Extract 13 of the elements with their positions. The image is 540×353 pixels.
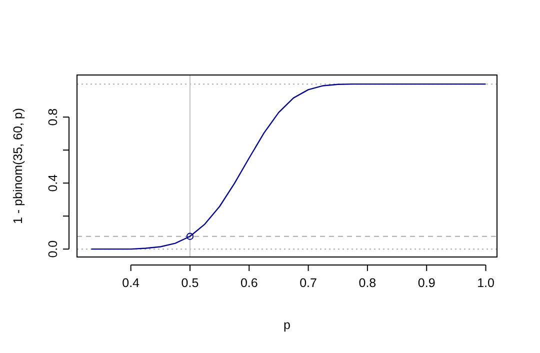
x-tick-label: 1.0 [477, 276, 494, 290]
x-tick-label: 0.8 [358, 276, 376, 290]
x-tick-label: 0.5 [181, 276, 199, 290]
x-tick-label: 0.6 [240, 276, 258, 290]
x-axis-title: p [284, 318, 291, 332]
y-tick-label: 0.8 [46, 108, 60, 126]
x-tick-label: 0.4 [122, 276, 140, 290]
line-series [90, 83, 486, 250]
x-tick-label: 0.7 [300, 276, 318, 290]
y-tick-label: 0.4 [46, 174, 60, 192]
y-axis-title: 1 - pbinom(35, 60, p) [11, 108, 25, 224]
x-tick-label: 0.9 [418, 276, 436, 290]
y-tick-label: 0.0 [46, 240, 60, 258]
